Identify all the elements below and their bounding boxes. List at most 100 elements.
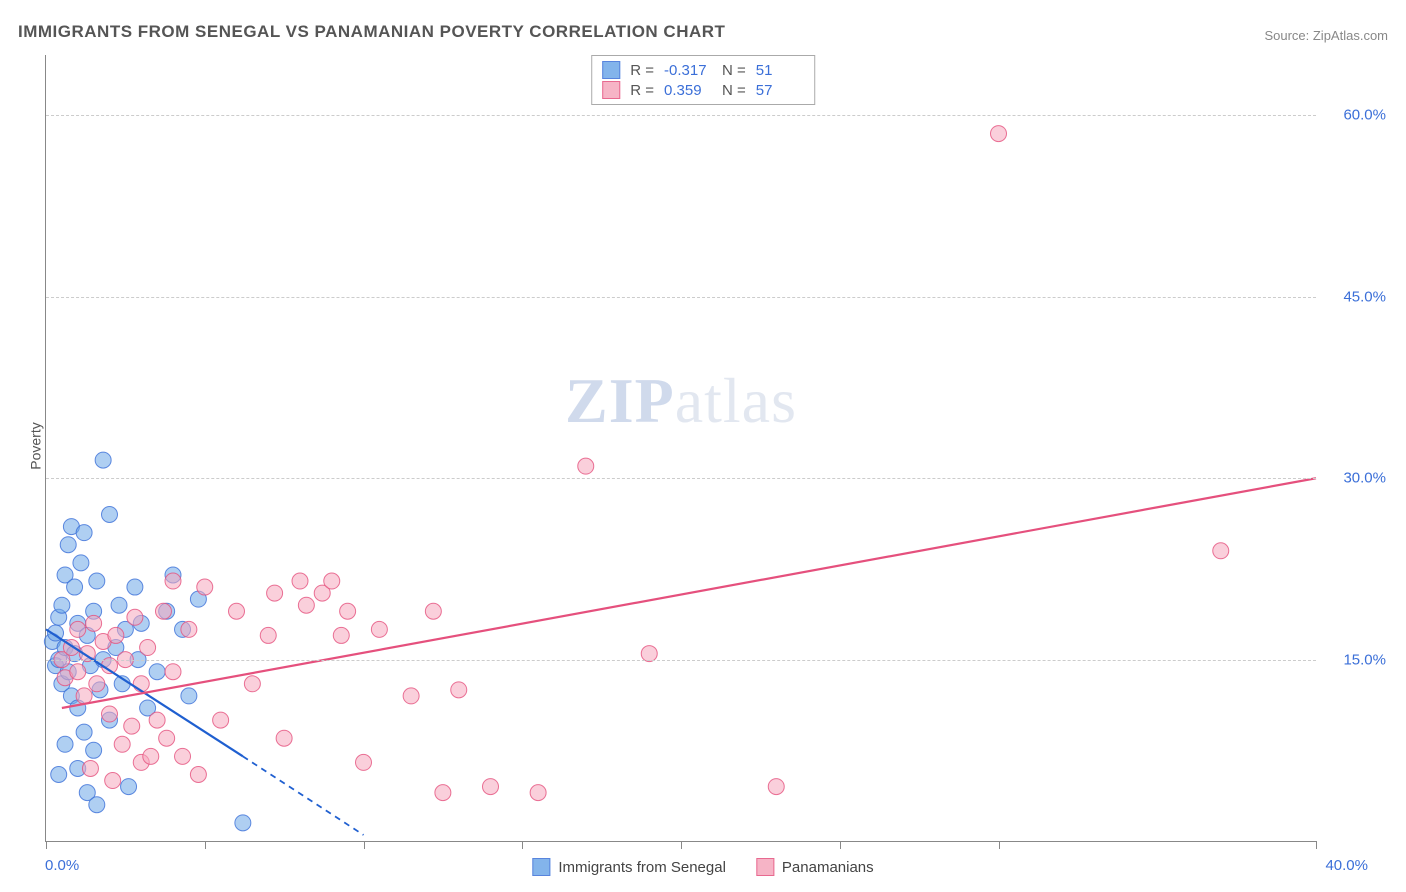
- x-tick: [681, 841, 682, 849]
- panamanians-point: [267, 585, 283, 601]
- legend-item: Panamanians: [756, 858, 874, 876]
- r-value: 0.359: [664, 82, 712, 99]
- panamanians-point: [213, 712, 229, 728]
- panamanians-point: [124, 718, 140, 734]
- scatter-plot-svg: [46, 55, 1316, 841]
- panamanians-point: [76, 688, 92, 704]
- panamanians-point: [483, 779, 499, 795]
- x-tick: [46, 841, 47, 849]
- panamanians-point: [451, 682, 467, 698]
- r-value: -0.317: [664, 62, 712, 79]
- panamanians-point: [159, 730, 175, 746]
- x-axis-min-label: 0.0%: [45, 857, 79, 874]
- panamanians-point: [1213, 543, 1229, 559]
- panamanians-point: [108, 627, 124, 643]
- legend-label: Immigrants from Senegal: [558, 859, 726, 876]
- panamanians-point: [298, 597, 314, 613]
- panamanians-point: [276, 730, 292, 746]
- grid-line: [46, 297, 1316, 298]
- panamanians-point: [143, 748, 159, 764]
- chart-title: IMMIGRANTS FROM SENEGAL VS PANAMANIAN PO…: [18, 22, 725, 42]
- panamanians-point: [102, 706, 118, 722]
- senegal-point: [181, 688, 197, 704]
- correlation-legend-row: R = 0.359 N = 57: [602, 80, 804, 100]
- correlation-legend: R = -0.317 N = 51 R = 0.359 N = 57: [591, 55, 815, 105]
- panamanians-point: [140, 640, 156, 656]
- senegal-point: [127, 579, 143, 595]
- legend-item: Immigrants from Senegal: [532, 858, 726, 876]
- senegal-point: [57, 736, 73, 752]
- panamanians-point: [86, 615, 102, 631]
- n-label: N =: [722, 82, 746, 99]
- panamanians-point: [89, 676, 105, 692]
- senegal-point: [149, 664, 165, 680]
- senegal-point: [67, 579, 83, 595]
- n-value: 57: [756, 82, 804, 99]
- panamanians-point: [190, 766, 206, 782]
- senegal-point: [89, 573, 105, 589]
- x-tick: [1316, 841, 1317, 849]
- panamanians-point: [768, 779, 784, 795]
- panamanians-point: [197, 579, 213, 595]
- panamanians-point: [70, 621, 86, 637]
- grid-line: [46, 115, 1316, 116]
- legend-swatch: [602, 81, 620, 99]
- panamanians-point: [260, 627, 276, 643]
- series-legend: Immigrants from Senegal Panamanians: [532, 858, 873, 876]
- source-credit: Source: ZipAtlas.com: [1264, 28, 1388, 43]
- panamanians-point: [105, 773, 121, 789]
- senegal-point: [111, 597, 127, 613]
- panamanians-point: [133, 676, 149, 692]
- panamanians-point: [578, 458, 594, 474]
- grid-line: [46, 478, 1316, 479]
- x-tick: [364, 841, 365, 849]
- n-value: 51: [756, 62, 804, 79]
- senegal-point: [95, 452, 111, 468]
- panamanians-point: [114, 736, 130, 752]
- panamanians-point: [181, 621, 197, 637]
- senegal-point: [76, 724, 92, 740]
- senegal-trend-line-dashed: [243, 756, 364, 835]
- panamanians-trend-line: [62, 478, 1316, 708]
- senegal-point: [54, 597, 70, 613]
- panamanians-point: [82, 760, 98, 776]
- senegal-point: [60, 537, 76, 553]
- panamanians-point: [435, 785, 451, 801]
- legend-swatch: [602, 61, 620, 79]
- plot-area: ZIPatlas 15.0%30.0%45.0%60.0%: [45, 55, 1316, 842]
- y-axis-title: Poverty: [28, 422, 44, 469]
- panamanians-point: [70, 664, 86, 680]
- senegal-point: [121, 779, 137, 795]
- r-label: R =: [630, 62, 654, 79]
- y-tick-label: 30.0%: [1326, 470, 1386, 487]
- panamanians-point: [127, 609, 143, 625]
- senegal-point: [235, 815, 251, 831]
- panamanians-point: [991, 126, 1007, 142]
- grid-line: [46, 660, 1316, 661]
- x-tick: [522, 841, 523, 849]
- x-tick: [205, 841, 206, 849]
- panamanians-point: [356, 754, 372, 770]
- n-label: N =: [722, 62, 746, 79]
- panamanians-point: [403, 688, 419, 704]
- panamanians-point: [165, 573, 181, 589]
- senegal-point: [102, 507, 118, 523]
- senegal-point: [89, 797, 105, 813]
- legend-label: Panamanians: [782, 859, 874, 876]
- panamanians-point: [340, 603, 356, 619]
- senegal-point: [73, 555, 89, 571]
- panamanians-point: [229, 603, 245, 619]
- senegal-point: [76, 525, 92, 541]
- y-tick-label: 60.0%: [1326, 107, 1386, 124]
- panamanians-point: [175, 748, 191, 764]
- legend-swatch: [756, 858, 774, 876]
- legend-swatch: [532, 858, 550, 876]
- panamanians-point: [530, 785, 546, 801]
- r-label: R =: [630, 82, 654, 99]
- senegal-point: [51, 766, 67, 782]
- y-tick-label: 15.0%: [1326, 651, 1386, 668]
- senegal-point: [86, 742, 102, 758]
- x-tick: [840, 841, 841, 849]
- x-axis-max-label: 40.0%: [1325, 857, 1368, 874]
- panamanians-point: [244, 676, 260, 692]
